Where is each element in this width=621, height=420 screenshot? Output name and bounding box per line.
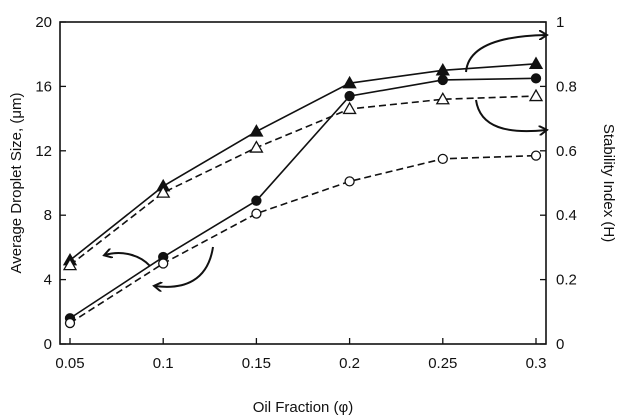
data-point — [437, 153, 448, 165]
left-y-tick-label: 0 — [44, 336, 52, 353]
left-y-tick-label: 12 — [35, 143, 52, 160]
data-point — [62, 257, 78, 271]
data-point — [158, 258, 169, 269]
x-tick-label: 0.3 — [526, 355, 547, 372]
x-tick-label: 0.15 — [242, 355, 271, 372]
right-y-tick-label: 0.6 — [556, 143, 577, 160]
series-line — [69, 63, 537, 261]
x-tick-label: 0.25 — [428, 355, 457, 372]
right-y-tick-label: 1 — [556, 14, 564, 31]
x-tick-label: 0.2 — [339, 355, 360, 372]
left-y-axis-ticks: 0 4 8 12 16 20 — [35, 14, 66, 353]
arrow-dashed-to-right-axis — [475, 99, 546, 131]
data-point — [249, 124, 264, 137]
data-point — [342, 75, 357, 89]
left-y-tick-label: 20 — [35, 14, 52, 31]
right-y-axis-title: Stability Index (H) — [600, 124, 617, 242]
series-layer — [62, 56, 544, 329]
data-point — [528, 56, 544, 70]
arrow-upper-to-left-axis — [105, 253, 151, 267]
data-point — [156, 185, 171, 198]
data-point — [530, 73, 542, 84]
series-line — [69, 95, 537, 266]
right-y-tick-label: 0.2 — [556, 272, 577, 289]
data-point — [344, 90, 355, 102]
data-point — [64, 317, 76, 329]
series-line — [69, 77, 537, 319]
arrow-upper-to-right-axis — [465, 35, 546, 73]
data-point — [344, 176, 355, 187]
arrow-lower-to-left-axis — [155, 246, 214, 287]
data-point — [530, 150, 542, 161]
data-point — [342, 101, 357, 115]
left-y-axis-title: Average Droplet Size, (μm) — [8, 93, 25, 274]
x-tick-label: 0.05 — [55, 355, 84, 372]
series-line — [69, 154, 537, 324]
left-y-tick-label: 16 — [35, 78, 52, 95]
right-y-axis-ticks: 0 0.2 0.4 0.6 0.8 1 — [540, 14, 577, 353]
annotation-arrows — [105, 35, 546, 287]
plot-frame — [59, 21, 547, 345]
data-point — [435, 91, 450, 105]
data-point — [251, 195, 262, 206]
right-y-tick-label: 0.4 — [556, 207, 577, 224]
left-y-tick-label: 8 — [44, 207, 52, 224]
series-3-open-circle — [64, 150, 542, 329]
data-point — [528, 88, 544, 102]
x-tick-label: 0.1 — [153, 355, 174, 372]
data-point — [251, 208, 262, 219]
series-0-filled-triangle — [62, 56, 544, 266]
right-y-tick-label: 0 — [556, 336, 564, 353]
x-axis-ticks: 0.05 0.1 0.15 0.2 0.25 0.3 — [55, 338, 546, 372]
x-axis-title: Oil Fraction (φ) — [253, 399, 354, 416]
data-point — [249, 140, 264, 153]
data-point — [435, 62, 450, 76]
data-point — [437, 74, 448, 86]
right-y-tick-label: 0.8 — [556, 78, 577, 95]
series-1-open-triangle — [62, 88, 544, 271]
left-y-tick-label: 4 — [44, 272, 52, 289]
